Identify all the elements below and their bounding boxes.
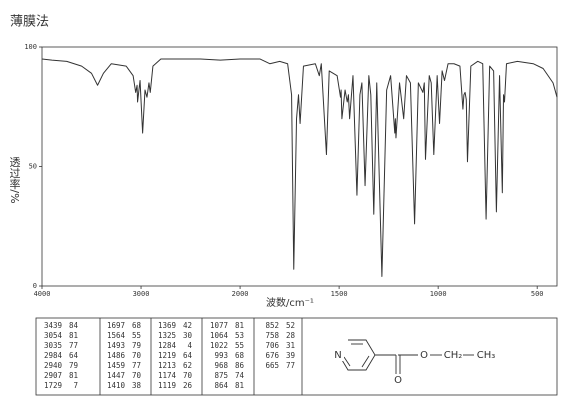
peak-transmittance: 42 <box>183 321 192 330</box>
peak-wavenumber: 864 <box>214 381 228 390</box>
x-tick-label: 1000 <box>430 290 447 298</box>
peak-transmittance: 81 <box>69 331 78 340</box>
peak-transmittance: 31 <box>286 341 295 350</box>
peak-wavenumber: 1697 <box>107 321 125 330</box>
peak-wavenumber: 3054 <box>44 331 63 340</box>
table-dividers <box>99 318 303 395</box>
peak-transmittance: 26 <box>183 381 193 390</box>
peak-transmittance: 86 <box>235 361 245 370</box>
peak-wavenumber: 1486 <box>107 351 126 360</box>
peak-wavenumber: 1219 <box>158 351 176 360</box>
peak-transmittance: 70 <box>132 371 142 380</box>
peak-wavenumber: 852 <box>265 321 279 330</box>
peak-wavenumber: 993 <box>214 351 228 360</box>
peak-transmittance: 70 <box>183 371 193 380</box>
molecule <box>338 339 474 374</box>
peak-transmittance: 81 <box>69 371 78 380</box>
peak-transmittance: 77 <box>132 361 141 370</box>
peak-transmittance: 74 <box>235 371 245 380</box>
peak-wavenumber: 2940 <box>44 361 63 370</box>
peak-wavenumber: 1493 <box>107 341 125 350</box>
atom-label: N <box>334 350 341 361</box>
peak-transmittance: 84 <box>69 321 79 330</box>
peak-wavenumber: 1369 <box>158 321 176 330</box>
plot-frame <box>41 46 558 287</box>
peak-transmittance: 77 <box>286 361 295 370</box>
peak-wavenumber: 1447 <box>107 371 125 380</box>
peak-transmittance: 28 <box>286 331 296 340</box>
atom-label: CH₃ <box>477 350 496 361</box>
peak-wavenumber: 1119 <box>158 381 176 390</box>
peak-transmittance: 79 <box>132 341 141 350</box>
peak-transmittance: 55 <box>235 341 244 350</box>
x-axis-label: 波数/cm⁻¹ <box>266 296 314 309</box>
atom-label: O <box>420 350 428 361</box>
y-tick-label: 100 <box>24 43 37 51</box>
peak-transmittance: 52 <box>286 321 295 330</box>
peak-wavenumber: 1729 <box>44 381 62 390</box>
peak-wavenumber: 3035 <box>44 341 62 350</box>
peak-wavenumber: 758 <box>265 331 279 340</box>
peak-wavenumber: 968 <box>214 361 228 370</box>
peak-wavenumber: 665 <box>265 361 279 370</box>
n-mask <box>333 349 344 361</box>
y-tick-label: 50 <box>29 163 37 171</box>
peak-wavenumber: 1022 <box>210 341 228 350</box>
atom-label: CH₂ <box>444 350 463 361</box>
chart-title: 薄膜法 <box>10 15 49 30</box>
peak-wavenumber: 3439 <box>44 321 62 330</box>
x-tick-label: 1500 <box>331 290 348 298</box>
peak-wavenumber: 1459 <box>107 361 125 370</box>
peak-transmittance: 53 <box>235 331 244 340</box>
x-tick-label: 3000 <box>133 290 150 298</box>
peak-wavenumber: 1077 <box>210 321 228 330</box>
x-tick-label: 2000 <box>232 290 249 298</box>
peak-wavenumber: 1213 <box>158 361 176 370</box>
y-tick-label: 0 <box>33 282 37 290</box>
peak-wavenumber: 1325 <box>158 331 176 340</box>
peak-transmittance: 64 <box>183 351 193 360</box>
peak-transmittance: 4 <box>187 341 192 350</box>
peak-wavenumber: 1564 <box>107 331 126 340</box>
peak-wavenumber: 676 <box>265 351 279 360</box>
y-axis-label: 透过率/% <box>8 156 21 203</box>
peak-transmittance: 81 <box>235 321 244 330</box>
peak-transmittance: 30 <box>183 331 193 340</box>
x-tick-label: 4000 <box>34 290 51 298</box>
atom-label: O <box>394 375 402 386</box>
peak-wavenumber: 1064 <box>210 331 229 340</box>
x-tick-label: 500 <box>531 290 544 298</box>
peak-transmittance: 77 <box>69 341 78 350</box>
peak-transmittance: 62 <box>183 361 192 370</box>
peak-wavenumber: 706 <box>265 341 279 350</box>
peak-transmittance: 7 <box>73 381 78 390</box>
peak-wavenumber: 1284 <box>158 341 177 350</box>
peak-transmittance: 70 <box>132 351 142 360</box>
peak-transmittance: 55 <box>132 331 141 340</box>
peak-wavenumber: 2907 <box>44 371 62 380</box>
peak-transmittance: 68 <box>235 351 245 360</box>
peak-transmittance: 39 <box>286 351 295 360</box>
peak-wavenumber: 875 <box>214 371 228 380</box>
peak-transmittance: 68 <box>132 321 142 330</box>
peak-transmittance: 64 <box>69 351 79 360</box>
peak-transmittance: 81 <box>235 381 244 390</box>
peak-transmittance: 38 <box>132 381 142 390</box>
peak-wavenumber: 1174 <box>158 371 177 380</box>
peak-wavenumber: 1410 <box>107 381 126 390</box>
peak-table-frame <box>35 317 558 396</box>
peak-wavenumber: 2984 <box>44 351 63 360</box>
peak-transmittance: 79 <box>69 361 78 370</box>
spectrum-line <box>41 58 558 277</box>
